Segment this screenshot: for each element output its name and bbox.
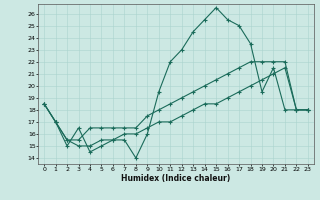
X-axis label: Humidex (Indice chaleur): Humidex (Indice chaleur)	[121, 174, 231, 183]
